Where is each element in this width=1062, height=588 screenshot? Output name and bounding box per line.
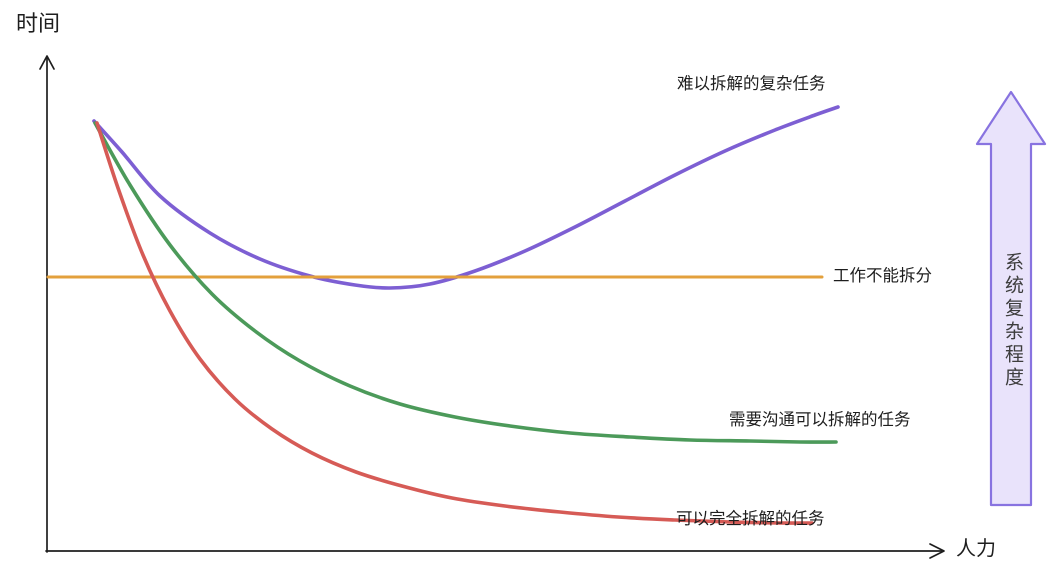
curve-label-fully-decomposable-task: 可以完全拆解的任务: [676, 510, 825, 528]
complexity-up-arrow-icon: [975, 90, 1047, 507]
axes: [39, 55, 945, 559]
y-axis-label: 时间: [16, 11, 61, 36]
series-group: [46, 105, 840, 525]
curve-label-communication-task: 需要沟通可以拆解的任务: [729, 411, 911, 429]
complexity-arrow-label: 系统复杂程度: [1002, 252, 1023, 390]
x-axis-label: 人力: [956, 538, 996, 560]
curve-complex-task: [92, 105, 840, 290]
x-axis-arrowhead: [929, 543, 945, 559]
curve-label-unsplittable-work: 工作不能拆分: [833, 267, 932, 285]
curve-label-complex-task: 难以拆解的复杂任务: [677, 75, 826, 93]
curve-communication-task: [93, 121, 838, 444]
y-axis-arrowhead: [39, 55, 55, 70]
curve-fully-decomposable-task: [95, 121, 814, 525]
